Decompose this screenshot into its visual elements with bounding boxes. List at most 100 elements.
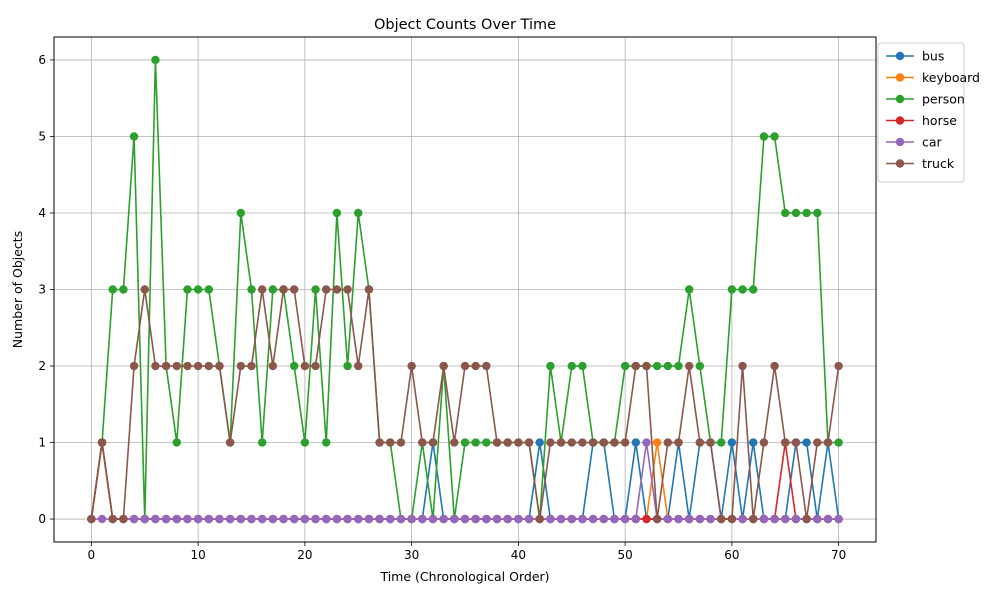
- data-point-car: [706, 514, 715, 524]
- x-tick-label: 30: [404, 548, 419, 562]
- data-point-truck: [556, 438, 566, 447]
- data-point-person: [578, 361, 587, 371]
- data-point-person: [802, 208, 811, 218]
- data-point-car: [471, 514, 480, 524]
- data-point-car: [97, 514, 107, 524]
- data-point-truck: [418, 438, 427, 447]
- data-point-car: [439, 514, 448, 524]
- data-point-truck: [642, 361, 651, 371]
- data-point-truck: [471, 361, 480, 371]
- x-tick-label: 0: [88, 548, 96, 562]
- data-point-person: [311, 285, 320, 294]
- data-point-car: [567, 514, 576, 524]
- data-point-truck: [236, 361, 246, 371]
- x-tick-label: 70: [831, 548, 846, 562]
- data-point-person: [108, 285, 117, 294]
- data-point-truck: [119, 514, 128, 524]
- data-point-horse: [642, 514, 651, 524]
- data-point-car: [311, 514, 320, 524]
- legend-label-horse: horse: [922, 113, 957, 128]
- y-tick-label: 0: [38, 512, 46, 526]
- data-point-person: [247, 285, 256, 294]
- data-point-truck: [791, 438, 801, 447]
- data-point-truck: [727, 514, 737, 524]
- data-point-car: [620, 514, 630, 524]
- data-point-car: [268, 514, 278, 524]
- y-tick-label: 4: [38, 206, 46, 220]
- data-point-truck: [204, 361, 213, 371]
- data-point-car: [684, 514, 694, 524]
- data-point-truck: [781, 438, 790, 447]
- data-point-person: [546, 361, 555, 371]
- data-point-car: [738, 514, 747, 524]
- data-point-car: [460, 514, 470, 524]
- data-point-person: [129, 132, 139, 141]
- data-point-truck: [759, 438, 769, 447]
- data-point-car: [514, 514, 523, 524]
- data-point-truck: [588, 438, 598, 447]
- legend-label-truck: truck: [922, 156, 955, 171]
- data-point-truck: [813, 438, 822, 447]
- data-point-truck: [343, 285, 352, 294]
- data-point-person: [674, 361, 683, 371]
- data-point-truck: [97, 438, 107, 447]
- data-point-person: [727, 285, 737, 294]
- data-point-truck: [567, 438, 576, 447]
- data-point-truck: [514, 438, 523, 447]
- data-point-truck: [620, 438, 630, 447]
- data-point-person: [663, 361, 673, 371]
- data-point-truck: [161, 361, 171, 371]
- x-axis-label: Time (Chronological Order): [379, 569, 549, 584]
- y-tick-label: 5: [38, 129, 46, 143]
- data-point-person: [183, 285, 192, 294]
- x-tick-label: 20: [297, 548, 312, 562]
- data-point-truck: [450, 438, 459, 447]
- data-point-car: [450, 514, 459, 524]
- data-point-car: [247, 514, 256, 524]
- data-point-car: [663, 514, 673, 524]
- data-point-truck: [684, 361, 694, 371]
- data-point-car: [151, 514, 160, 524]
- data-point-car: [407, 514, 416, 524]
- data-point-person: [749, 285, 758, 294]
- legend-label-bus: bus: [922, 49, 944, 64]
- data-point-keyboard: [652, 438, 662, 447]
- data-point-car: [759, 514, 769, 524]
- data-point-truck: [268, 361, 278, 371]
- data-point-person: [684, 285, 694, 294]
- data-point-person: [781, 208, 790, 218]
- data-point-car: [524, 514, 534, 524]
- data-point-car: [781, 514, 790, 524]
- data-point-car: [791, 514, 801, 524]
- data-point-car: [813, 514, 822, 524]
- data-point-person: [471, 438, 480, 447]
- legend-label-person: person: [922, 92, 965, 107]
- axis-ticks: 0 10 20 30 40 50 60 70 0 1 2 3 4 5 6: [38, 53, 846, 562]
- data-point-car: [161, 514, 171, 524]
- legend: bus keyboard person horse car truck: [877, 42, 980, 183]
- data-point-car: [770, 514, 779, 524]
- data-point-truck: [108, 514, 117, 524]
- data-point-person: [791, 208, 801, 218]
- data-point-car: [631, 514, 641, 524]
- data-point-person: [119, 285, 128, 294]
- data-point-truck: [151, 361, 160, 371]
- data-point-person: [620, 361, 630, 371]
- data-point-truck: [140, 285, 149, 294]
- data-point-car: [695, 514, 705, 524]
- data-point-person: [738, 285, 747, 294]
- data-point-car: [418, 514, 427, 524]
- data-point-truck: [172, 361, 181, 371]
- series-group: [87, 55, 843, 524]
- data-point-person: [257, 438, 267, 447]
- data-point-person: [567, 361, 576, 371]
- data-point-car: [225, 514, 235, 524]
- data-point-car: [183, 514, 192, 524]
- data-point-car: [343, 514, 352, 524]
- data-point-car: [300, 514, 310, 524]
- data-point-truck: [578, 438, 587, 447]
- data-point-truck: [129, 361, 139, 371]
- data-point-truck: [834, 361, 843, 371]
- x-tick-label: 40: [511, 548, 526, 562]
